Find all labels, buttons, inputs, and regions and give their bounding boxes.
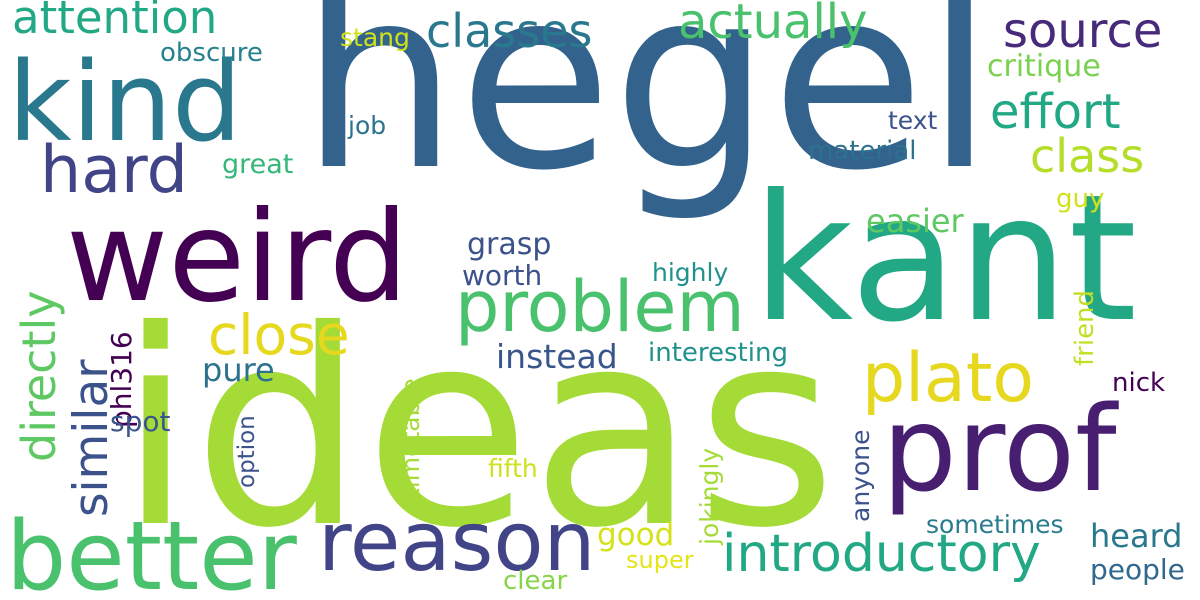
word-pure: pure [202,351,275,389]
word-great: great [222,149,294,180]
word-grasp: grasp [467,227,552,262]
word-reason: reason [318,495,596,590]
word-weird: weird [66,185,409,330]
word-close: close [208,303,350,367]
word-source: source [1003,3,1163,59]
word-sometimes: sometimes [926,510,1064,539]
word-actually: actually [678,0,868,50]
word-stang: stang [340,23,410,52]
word-friend: friend [1070,289,1100,366]
word-option: option [234,415,260,488]
word-spot: spot [110,405,171,438]
word-heard: heard [1090,517,1183,555]
word-hard: hard [40,133,188,208]
word-timetable: timetable [396,378,425,498]
word-easier: easier [866,202,964,240]
word-plato: plato [862,339,1034,418]
word-directly: directly [12,290,66,462]
word-effort: effort [990,84,1121,140]
word-attention: attention [12,0,218,44]
word-job: job [348,111,387,140]
word-good: good [597,517,675,553]
word-prof: prof [882,380,1117,518]
word-fifth: fifth [488,454,538,483]
word-material: material [808,136,917,166]
word-class: class [1030,129,1145,183]
word-anyone: anyone [846,429,875,522]
word-introductory: introductory [722,524,1041,584]
word-clear: clear [503,566,568,596]
word-ideas: ideas [118,272,837,587]
word-worth: worth [462,259,543,292]
word-critique: critique [987,49,1101,84]
word-text: text [888,106,938,135]
word-obscure: obscure [160,38,263,68]
word-highly: highly [652,258,729,287]
word-people: people [1090,553,1185,586]
word-hegel: hegel [300,0,995,225]
word-kind: kind [8,38,242,166]
word-super: super [626,546,694,574]
word-jokingly: jokingly [695,447,724,545]
word-nick: nick [1112,368,1166,398]
word-interesting: interesting [648,338,788,368]
word-kant: kant [752,158,1138,361]
word-problem: problem [455,266,745,348]
word-classes: classes [426,4,593,58]
word-better: better [6,502,297,600]
word-guy: guy [1056,184,1105,214]
word-instead: instead [496,337,618,376]
